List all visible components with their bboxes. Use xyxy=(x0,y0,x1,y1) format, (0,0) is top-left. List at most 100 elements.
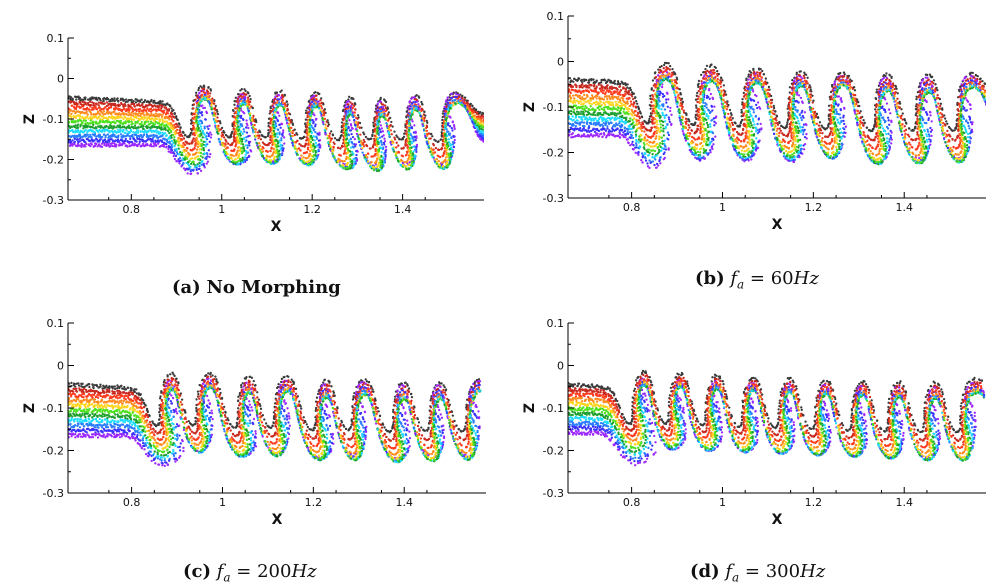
data-point xyxy=(142,105,145,108)
data-point xyxy=(165,134,168,137)
data-point xyxy=(205,162,208,165)
data-point xyxy=(295,150,299,153)
data-point xyxy=(258,129,261,132)
data-point xyxy=(447,152,450,155)
data-point xyxy=(281,93,284,97)
data-point xyxy=(240,146,243,150)
data-point xyxy=(159,131,162,134)
data-point xyxy=(278,98,281,101)
data-point xyxy=(401,137,405,140)
data-point xyxy=(108,145,111,148)
data-point xyxy=(261,154,264,157)
data-point xyxy=(400,158,403,162)
data-point xyxy=(199,125,203,128)
data-point xyxy=(423,134,427,137)
data-point xyxy=(155,125,158,129)
data-point xyxy=(344,125,348,128)
data-point xyxy=(417,103,420,106)
data-point xyxy=(144,116,147,119)
data-point xyxy=(426,121,429,124)
data-point xyxy=(377,120,381,123)
data-point xyxy=(355,150,358,153)
data-point xyxy=(131,133,134,137)
data-point xyxy=(330,130,333,133)
data-point xyxy=(100,108,103,111)
data-point xyxy=(240,161,244,164)
data-point xyxy=(124,104,127,107)
data-point xyxy=(349,111,352,115)
data-point xyxy=(100,142,104,145)
data-point xyxy=(94,144,97,147)
data-point xyxy=(232,128,235,131)
data-point xyxy=(281,131,285,134)
data-point xyxy=(461,96,464,100)
data-point xyxy=(123,142,126,145)
data-point xyxy=(202,140,205,143)
data-point xyxy=(116,136,120,139)
data-point xyxy=(167,129,170,133)
data-point xyxy=(252,130,255,134)
data-point xyxy=(147,120,150,123)
data-point xyxy=(269,105,272,108)
data-point xyxy=(359,133,362,136)
data-point xyxy=(409,105,412,108)
data-point xyxy=(345,133,348,136)
data-point xyxy=(387,119,390,122)
data-point xyxy=(231,130,234,133)
data-point xyxy=(200,138,203,141)
data-point xyxy=(141,142,145,145)
data-point xyxy=(339,154,342,157)
data-point xyxy=(124,120,127,123)
data-point xyxy=(182,167,186,170)
data-point xyxy=(100,125,103,128)
data-point xyxy=(195,168,198,172)
data-point xyxy=(161,134,164,137)
data-point xyxy=(244,126,248,129)
data-point xyxy=(347,139,351,142)
data-point xyxy=(138,140,141,144)
data-point xyxy=(150,112,153,116)
data-point xyxy=(183,150,186,153)
data-point xyxy=(236,97,240,100)
data-point xyxy=(442,151,446,154)
data-point xyxy=(84,96,87,99)
data-point xyxy=(272,151,275,155)
data-point xyxy=(448,148,451,151)
data-point xyxy=(390,120,393,124)
data-point xyxy=(245,131,249,134)
data-point xyxy=(162,109,166,112)
data-point xyxy=(291,141,294,144)
data-point xyxy=(208,124,211,127)
data-point xyxy=(314,130,317,134)
data-point xyxy=(83,111,86,115)
data-point xyxy=(446,130,449,133)
data-point xyxy=(179,150,182,154)
data-point xyxy=(234,107,237,110)
data-point xyxy=(124,116,127,119)
data-point xyxy=(171,127,174,130)
data-point xyxy=(239,140,242,143)
data-point xyxy=(196,115,199,118)
data-point xyxy=(203,87,206,91)
data-point xyxy=(75,126,78,130)
data-point xyxy=(414,148,417,151)
data-point xyxy=(195,148,199,151)
data-point xyxy=(247,155,250,158)
data-point xyxy=(426,132,429,136)
data-point xyxy=(86,98,90,101)
data-point xyxy=(241,110,245,114)
data-point xyxy=(319,99,322,102)
data-point xyxy=(151,138,154,141)
data-point xyxy=(304,118,308,121)
data-point xyxy=(471,104,474,107)
data-point xyxy=(136,137,139,140)
data-point xyxy=(452,123,456,127)
data-point xyxy=(142,140,146,143)
data-point xyxy=(92,113,95,116)
data-point xyxy=(218,141,222,144)
data-point xyxy=(242,143,245,146)
data-point xyxy=(305,160,308,164)
data-point xyxy=(70,119,73,122)
data-point xyxy=(377,141,380,144)
data-point xyxy=(309,162,312,165)
